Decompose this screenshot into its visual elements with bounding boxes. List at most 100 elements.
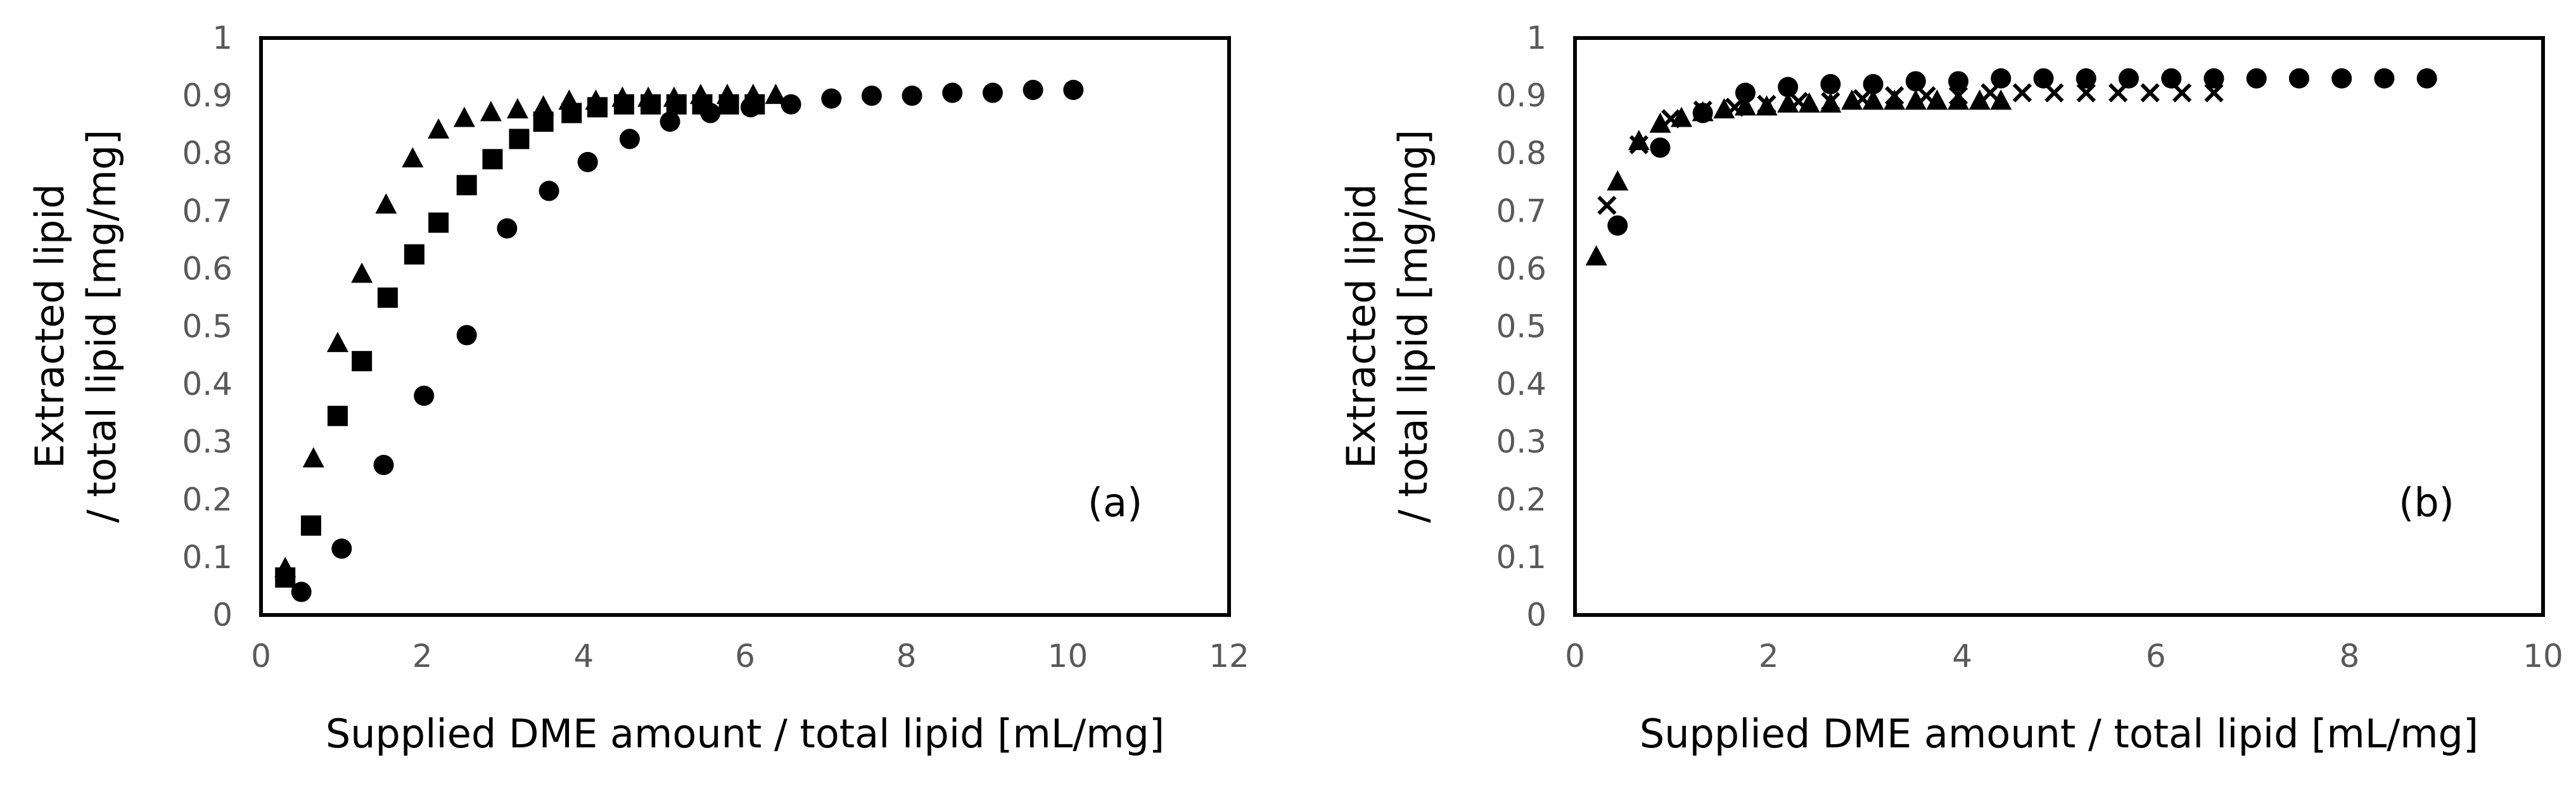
y-tick-label: 0.8 <box>1496 135 1546 172</box>
data-point-cross <box>2108 83 2128 103</box>
panel-label: (b) <box>2399 479 2454 526</box>
x-tick-label: 10 <box>1048 638 1088 675</box>
data-point-square <box>327 405 348 426</box>
x-tick-label: 4 <box>1952 638 1972 675</box>
data-point-circle <box>1607 215 1628 236</box>
y-tick-label: 0.5 <box>1496 308 1546 345</box>
data-point-circle <box>2374 68 2395 89</box>
data-point-triangle <box>326 331 348 352</box>
chart-panel-a: 00.10.20.30.40.50.60.70.80.91 0 2 4 6 8 10 12 … <box>27 20 1249 757</box>
data-point-circle <box>1991 68 2012 89</box>
data-point-circle <box>373 455 394 476</box>
x-tick-label: 4 <box>573 638 594 675</box>
plot-area-frame <box>1573 36 2545 617</box>
data-point-square <box>509 129 530 149</box>
data-point-circle <box>821 88 842 109</box>
plot-area-frame <box>259 36 1231 617</box>
x-tick-label: 8 <box>896 638 917 675</box>
series-circles <box>291 79 1084 602</box>
y-axis-ticks: 0 0.1 0.2 0.3 0.4 0.5 0.6 0.7 0.8 0.9 1 <box>1496 20 1546 633</box>
data-point-square <box>456 175 477 196</box>
panel-label: (a) <box>1088 479 1142 526</box>
data-point-square <box>428 212 449 233</box>
y-tick-label: 0 <box>212 597 233 633</box>
data-point-square <box>641 94 661 115</box>
y-tick-label: 0.2 <box>182 481 233 518</box>
series-circles <box>1607 68 2437 236</box>
y-tick-label: 0.7 <box>182 193 233 229</box>
data-point-square <box>533 111 554 132</box>
data-point-circle <box>982 82 1003 103</box>
x-tick-label: 2 <box>1759 638 1779 675</box>
data-point-circle <box>700 103 721 124</box>
data-point-square <box>404 244 424 265</box>
x-axis-ticks: 0 2 4 6 8 10 <box>1565 638 2563 675</box>
chart-panel-b: 0 0.1 0.2 0.3 0.4 0.5 0.6 0.7 0.8 0.9 1 0 2 4 6 8 10 (b… <box>1338 20 2563 757</box>
data-point-circle <box>2075 68 2096 89</box>
data-point-triangle <box>1990 89 2012 110</box>
data-point-circle <box>1905 71 1926 92</box>
data-point-circle <box>781 94 801 115</box>
data-point-circle <box>2203 68 2224 89</box>
data-point-square <box>275 567 296 588</box>
data-point-circle <box>2033 68 2054 89</box>
data-point-cross <box>1916 86 1936 106</box>
x-tick-label: 10 <box>2523 638 2563 675</box>
data-point-triangle <box>1607 170 1629 191</box>
data-point-triangle <box>302 447 324 468</box>
data-point-cross <box>1821 92 1840 111</box>
data-point-square <box>587 97 608 118</box>
data-point-triangle <box>428 118 450 139</box>
data-point-circle <box>1863 73 1884 94</box>
data-point-cross <box>1885 86 1904 106</box>
data-point-square <box>614 94 634 115</box>
y-tick-label: 0.6 <box>1496 250 1546 287</box>
data-point-circle <box>1650 137 1671 158</box>
series-squares <box>275 94 765 588</box>
x-tick-label: 8 <box>2339 638 2359 675</box>
data-point-circle <box>497 218 518 239</box>
data-point-circle <box>331 538 352 559</box>
data-point-circle <box>902 86 922 106</box>
data-point-circle <box>291 581 312 602</box>
y-tick-label: 0.5 <box>182 308 233 345</box>
data-point-circle <box>861 86 882 106</box>
data-point-triangle <box>453 106 475 127</box>
data-point-cross <box>1948 86 1968 106</box>
data-point-circle <box>619 129 640 149</box>
y-tick-label: 0.1 <box>1496 539 1546 576</box>
data-point-cross <box>1852 89 1872 108</box>
data-point-circle <box>539 181 559 201</box>
data-point-cross <box>1757 94 1776 114</box>
data-point-circle <box>660 111 680 132</box>
data-point-circle <box>1735 82 1756 103</box>
data-point-circle <box>577 151 598 172</box>
data-point-circle <box>1778 77 1799 98</box>
y-tick-label: 0.2 <box>1496 481 1546 518</box>
y-tick-label: 0.3 <box>182 424 233 460</box>
data-point-circle <box>2119 68 2139 89</box>
y-axis-label-line1: Extracted lipid <box>27 184 73 469</box>
y-tick-label: 0.8 <box>182 135 233 172</box>
data-point-circle <box>2288 68 2309 89</box>
data-point-triangle <box>1628 129 1650 150</box>
data-point-circle <box>2416 68 2437 89</box>
data-point-cross <box>1789 92 1809 111</box>
y-tick-label: 0.6 <box>182 250 233 287</box>
y-tick-label: 0.9 <box>1496 77 1546 114</box>
data-point-circle <box>1692 103 1713 124</box>
data-point-cross <box>1725 98 1745 117</box>
data-point-square <box>666 94 687 115</box>
data-point-circle <box>2246 68 2267 89</box>
data-marks <box>1585 68 2437 266</box>
data-point-circle <box>942 82 963 103</box>
data-point-circle <box>2331 68 2352 89</box>
data-marks <box>274 79 1084 602</box>
data-point-triangle <box>402 147 424 168</box>
x-tick-label: 2 <box>412 638 433 675</box>
y-tick-label: 0.9 <box>182 77 233 114</box>
data-point-cross <box>2204 83 2224 103</box>
data-point-square <box>482 149 503 170</box>
y-axis-label-line1: Extracted lipid <box>1338 184 1384 469</box>
data-point-square <box>561 103 582 124</box>
